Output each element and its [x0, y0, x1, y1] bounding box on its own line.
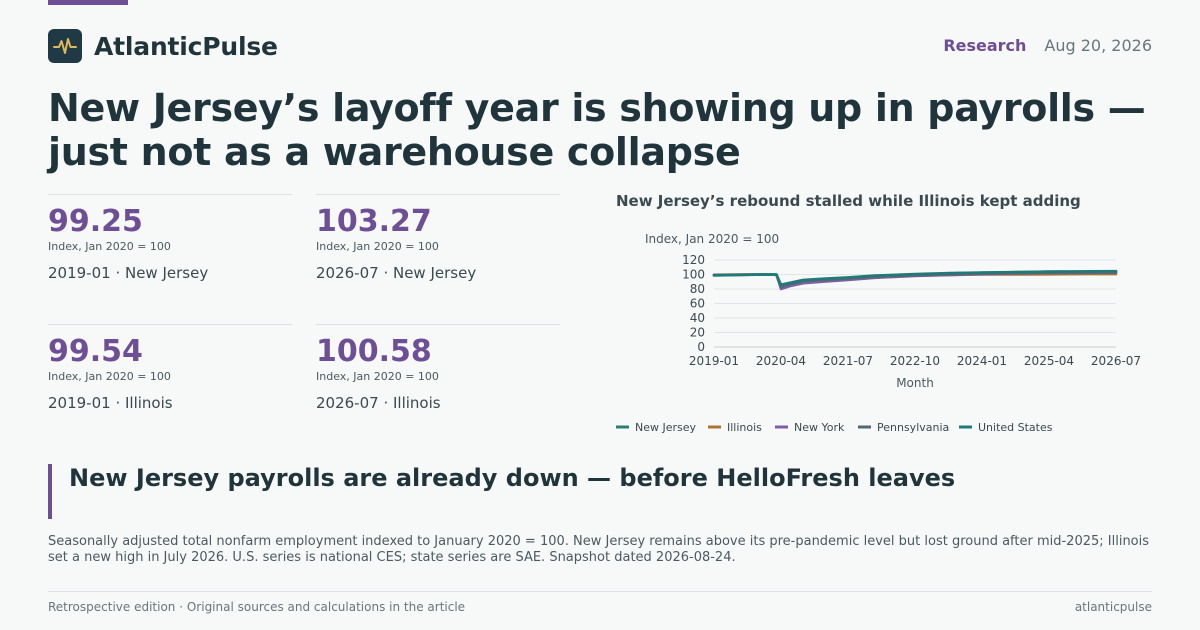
pullquote: New Jersey payrolls are already down — b… [48, 464, 1152, 519]
stat-unit: Index, Jan 2020 = 100 [316, 370, 439, 383]
legend-label: Pennsylvania [877, 421, 949, 434]
x-tick-label: 2021-07 [823, 354, 873, 368]
brand[interactable]: AtlanticPulse [48, 29, 278, 63]
stat-unit: Index, Jan 2020 = 100 [316, 240, 439, 253]
pullquote-text: New Jersey payrolls are already down — b… [69, 464, 956, 492]
stat-card-nj-start: 99.25 Index, Jan 2020 = 100 2019-01 · Ne… [48, 194, 292, 282]
x-tick-label: 2026-07 [1091, 354, 1141, 368]
publish-date: Aug 20, 2026 [1044, 36, 1152, 55]
pulse-icon [48, 29, 82, 63]
y-tick-label: 0 [697, 340, 705, 354]
x-tick-label: 2025-04 [1024, 354, 1074, 368]
stat-caption: 2026-07 · New Jersey [316, 264, 477, 282]
stat-value: 100.58 [316, 334, 432, 369]
footer-brand[interactable]: atlanticpulse [1074, 600, 1152, 614]
x-tick-label: 2024-01 [957, 354, 1007, 368]
stat-value: 103.27 [316, 204, 432, 239]
stat-unit: Index, Jan 2020 = 100 [48, 370, 171, 383]
y-tick-label: 80 [690, 282, 705, 296]
footer-divider [48, 591, 1152, 592]
stat-caption: 2019-01 · New Jersey [48, 264, 209, 282]
legend-label: Illinois [727, 421, 762, 434]
x-tick-label: 2020-04 [756, 354, 806, 368]
y-tick-label: 20 [690, 326, 705, 340]
stat-value: 99.25 [48, 204, 143, 239]
stat-unit: Index, Jan 2020 = 100 [48, 240, 171, 253]
y-tick-label: 100 [682, 268, 705, 282]
x-tick-label: 2022-10 [890, 354, 940, 368]
x-tick-label: 2019-01 [689, 354, 739, 368]
y-tick-label: 60 [690, 297, 705, 311]
stat-caption: 2019-01 · Illinois [48, 394, 173, 412]
y-axis-label: Index, Jan 2020 = 100 [645, 232, 779, 246]
legend-label: New Jersey [635, 421, 697, 434]
stat-card-nj-end: 103.27 Index, Jan 2020 = 100 2026-07 · N… [316, 194, 560, 282]
header-meta: Research Aug 20, 2026 [943, 36, 1152, 55]
footer-edition-note: Retrospective edition · Original sources… [48, 600, 466, 614]
stat-card-il-start: 99.54 Index, Jan 2020 = 100 2019-01 · Il… [48, 324, 292, 412]
top-accent-bar [48, 0, 128, 5]
stat-value: 99.54 [48, 334, 143, 369]
brand-name: AtlanticPulse [94, 31, 278, 61]
stat-card-il-end: 100.58 Index, Jan 2020 = 100 2026-07 · I… [316, 324, 560, 412]
section-link-research[interactable]: Research [943, 36, 1027, 55]
stat-caption: 2026-07 · Illinois [316, 394, 441, 412]
chart-title: New Jersey’s rebound stalled while Illin… [616, 192, 1081, 210]
series-line-united-states [712, 269, 1118, 286]
legend-label: New York [794, 421, 845, 434]
y-tick-label: 120 [682, 253, 705, 267]
y-tick-label: 40 [690, 311, 705, 325]
headline: New Jersey’s layoff year is showing up i… [48, 86, 1146, 174]
x-axis-label: Month [896, 376, 934, 390]
methodology-note: Seasonally adjusted total nonfarm employ… [48, 534, 1150, 565]
legend-label: United States [978, 421, 1053, 434]
